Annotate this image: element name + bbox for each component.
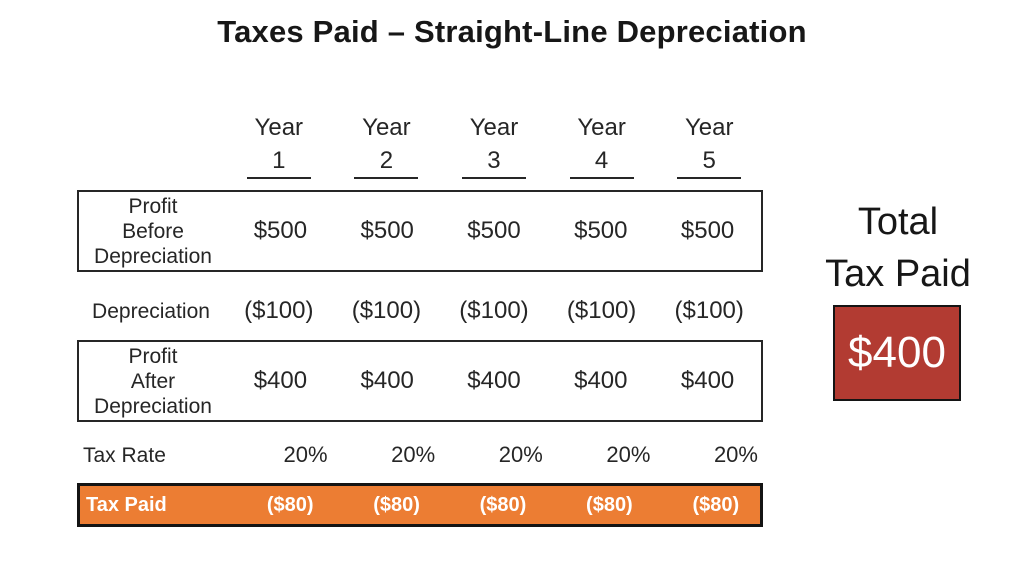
row-profit-after-depreciation: Profit After Depreciation $400 $400 $400… [77, 340, 763, 422]
row-tax-rate: Tax Rate 20% 20% 20% 20% 20% [77, 440, 763, 470]
year-number: 4 [569, 148, 634, 179]
row-label-line: Tax Paid [86, 493, 167, 516]
column-header-year-1: Year 1 [225, 110, 333, 179]
value-cell: ($80) [373, 493, 420, 516]
value-cell: $500 [680, 217, 735, 244]
year-number-wrap: 5 [655, 148, 763, 179]
value-cell: ($80) [692, 493, 740, 516]
page-title: Taxes Paid – Straight-Line Depreciation [217, 14, 807, 49]
row-label-line: Profit [128, 344, 178, 368]
row-label-line: Before [122, 219, 184, 243]
row-label: Profit After Depreciation [79, 344, 227, 419]
total-tax-paid-value: $400 [848, 328, 946, 377]
value-cell: $500 [360, 217, 414, 244]
column-header-year-5: Year 5 [655, 110, 763, 179]
year-number: 3 [461, 148, 526, 179]
row-label: Tax Paid [80, 493, 228, 518]
year-number-wrap: 3 [440, 148, 548, 179]
value-cell: $400 [574, 367, 628, 394]
value-cell: 20% [606, 442, 651, 467]
year-number-wrap: 1 [225, 148, 333, 179]
year-label: Year [469, 114, 519, 141]
row-label-line: After [130, 369, 176, 393]
value-cell: $500 [467, 217, 521, 244]
value-cell: $500 [574, 217, 628, 244]
year-number: 1 [246, 148, 311, 179]
column-header-year-4: Year 4 [548, 110, 656, 179]
year-number-wrap: 2 [333, 148, 441, 179]
value-cell: $400 [680, 367, 735, 394]
value-cell: 20% [498, 442, 543, 467]
value-cell: ($80) [266, 493, 314, 516]
year-label: Year [362, 114, 411, 141]
row-label-line: Depreciation [94, 394, 212, 418]
row-profit-before-depreciation: Profit Before Depreciation $500 $500 $50… [77, 190, 763, 272]
value-cell: 20% [283, 442, 328, 467]
value-cell: ($100) [674, 297, 744, 324]
year-label: Year [254, 114, 304, 141]
year-number: 2 [354, 148, 419, 179]
value-cell: ($100) [459, 297, 529, 324]
column-header-year-2: Year 2 [333, 110, 441, 179]
value-cell: $400 [360, 367, 414, 394]
value-cell: ($80) [586, 493, 633, 516]
year-number-wrap: 4 [548, 148, 656, 179]
row-tax-paid: Tax Paid ($80) ($80) ($80) ($80) ($80) [77, 483, 763, 527]
row-label-line: Depreciation [92, 299, 210, 323]
row-label: Tax Rate [77, 443, 225, 468]
value-cell: $500 [253, 217, 308, 244]
value-cell: ($100) [566, 297, 637, 324]
value-cell: ($100) [351, 297, 422, 324]
row-label-line: Profit [128, 194, 178, 218]
value-cell: $400 [253, 367, 308, 394]
value-cell: 20% [713, 442, 758, 467]
summary-title: Total Tax Paid [772, 196, 1024, 300]
row-label: Profit Before Depreciation [79, 194, 227, 269]
year-label: Year [684, 114, 734, 141]
row-label-line: Depreciation [94, 244, 212, 268]
value-cell: ($80) [479, 493, 527, 516]
table-header-row: Year 1 Year 2 Year 3 Year 4 Year 5 [77, 110, 763, 188]
depreciation-table: Year 1 Year 2 Year 3 Year 4 Year 5 [77, 110, 763, 530]
total-tax-paid-box: $400 [833, 305, 961, 401]
value-cell: 20% [391, 442, 436, 467]
row-label-line: Tax Rate [83, 443, 166, 467]
row-label: Depreciation [77, 299, 225, 324]
year-label: Year [577, 114, 626, 141]
year-number: 5 [677, 148, 742, 179]
value-cell: ($100) [244, 297, 314, 324]
row-depreciation: Depreciation ($100) ($100) ($100) ($100)… [77, 295, 763, 327]
summary-title-line: Tax Paid [825, 253, 971, 295]
column-header-year-3: Year 3 [440, 110, 548, 179]
summary-title-line: Total [857, 201, 939, 243]
value-cell: $400 [467, 367, 521, 394]
